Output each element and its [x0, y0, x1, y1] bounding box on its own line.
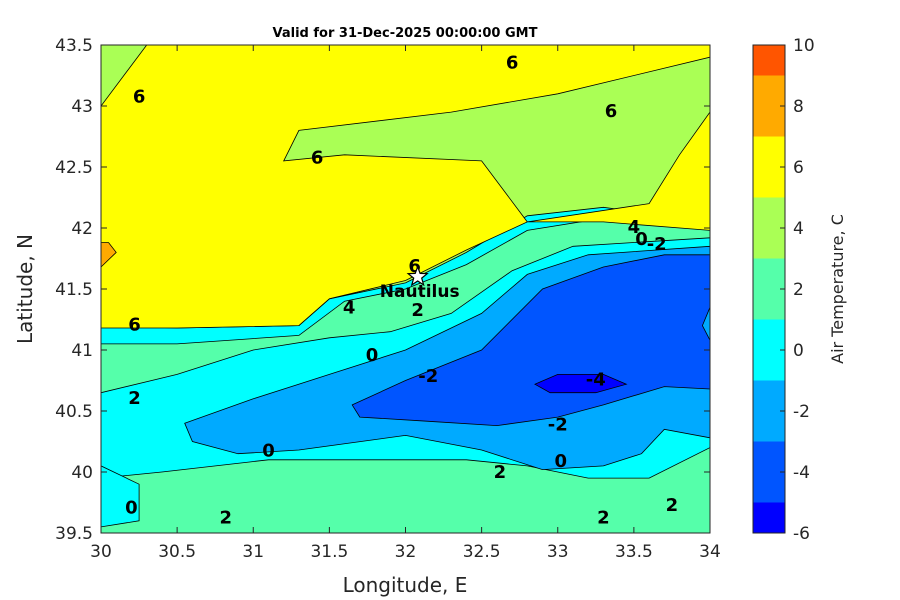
contour-label-12: 2	[597, 507, 610, 528]
y-tick-label-6: 42.5	[55, 158, 93, 178]
colorbar-tick-label-0: -6	[793, 524, 810, 544]
colorbar-segment-2	[753, 380, 785, 442]
contour-label-15: 0	[366, 345, 379, 366]
plot-area	[101, 45, 710, 533]
contour-label-14: 0	[635, 229, 648, 250]
contour-label-1: 6	[506, 52, 519, 73]
x-tick-label-0: 30	[90, 542, 112, 562]
contour-label-9: 2	[128, 388, 141, 409]
contour-label-4: 6	[128, 315, 141, 336]
x-axis-ticks: 30 30.5 31 31.5 32 32.5 33 33.5 34	[90, 45, 721, 562]
x-tick-label-1: 30.5	[158, 542, 196, 562]
y-axis-label: Latitude, N	[13, 234, 37, 344]
contour-label-18: 0	[125, 498, 138, 519]
colorbar	[752, 44, 786, 534]
colorbar-segment-8	[753, 45, 785, 76]
x-tick-label-8: 34	[699, 542, 721, 562]
colorbar-tick-label-8: 10	[793, 36, 815, 56]
contour-label-2: 6	[605, 101, 618, 122]
x-tick-label-6: 33	[547, 542, 569, 562]
station-marker-group: Nautilus	[380, 265, 460, 302]
colorbar-tick-label-6: 6	[793, 158, 804, 178]
colorbar-ticks: -6 -4 -2 0 2 4 6 8 10	[780, 36, 815, 544]
contour-label-8: 2	[411, 300, 424, 321]
y-tick-label-5: 42	[71, 219, 93, 239]
contour-label-11: 2	[220, 507, 233, 528]
y-tick-label-3: 41	[71, 341, 93, 361]
filled-contour-regions	[101, 45, 710, 533]
colorbar-tick-label-4: 2	[793, 280, 804, 300]
colorbar-tick-label-1: -4	[793, 463, 810, 483]
colorbar-tick-label-2: -2	[793, 402, 810, 422]
station-label: Nautilus	[380, 282, 460, 302]
contour-region-2	[101, 45, 710, 329]
contour-label-21: -2	[548, 415, 568, 436]
contour-region-9	[101, 242, 117, 268]
contour-label-19: -2	[647, 234, 667, 255]
contour-label-3: 6	[311, 148, 324, 169]
contour-region-7	[701, 307, 710, 341]
colorbar-segment-4	[753, 258, 785, 320]
colorbar-segment-7	[753, 75, 785, 137]
contour-region-8	[101, 465, 140, 528]
y-tick-label-7: 43	[71, 97, 93, 117]
x-tick-label-5: 32.5	[463, 542, 501, 562]
colorbar-tick-label-7: 8	[793, 97, 804, 117]
contour-label-16: 0	[262, 440, 275, 461]
colorbar-segment-5	[753, 197, 785, 259]
x-axis-label: Longitude, E	[343, 573, 468, 597]
colorbar-segment-1	[753, 441, 785, 503]
x-tick-label-4: 32	[395, 542, 417, 562]
station-star-icon	[406, 265, 429, 287]
colorbar-tick-label-5: 4	[793, 219, 804, 239]
chart-title: Valid for 31-Dec-2025 00:00:00 GMT	[273, 26, 538, 41]
y-tick-label-1: 40	[71, 463, 93, 483]
contour-label-13: 2	[666, 495, 679, 516]
colorbar-segment-0	[753, 502, 785, 533]
colorbar-segment-6	[753, 136, 785, 198]
contour-label-6: 4	[628, 217, 641, 238]
contour-label-0: 6	[133, 87, 146, 108]
y-tick-label-2: 40.5	[55, 402, 93, 422]
contour-label-22: -4	[586, 370, 606, 391]
y-tick-label-4: 41.5	[55, 280, 93, 300]
colorbar-tick-label-3: 0	[793, 341, 804, 361]
contour-region-6	[533, 374, 628, 394]
contour-label-10: 2	[494, 462, 507, 483]
x-tick-label-7: 33.5	[615, 542, 653, 562]
y-tick-label-0: 39.5	[55, 524, 93, 544]
x-tick-label-3: 31.5	[310, 542, 348, 562]
colorbar-label: Air Temperature, C	[828, 214, 847, 364]
y-tick-label-8: 43.5	[55, 36, 93, 56]
x-tick-label-2: 31	[242, 542, 264, 562]
contour-label-17: 0	[555, 451, 568, 472]
colorbar-segment-3	[753, 319, 785, 381]
contour-label-7: 4	[343, 298, 356, 319]
contour-label-20: -2	[418, 366, 438, 387]
